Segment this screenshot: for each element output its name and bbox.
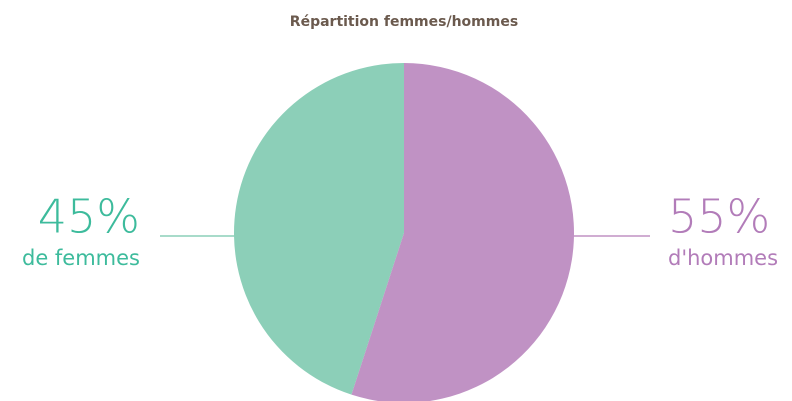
category-label: de femmes xyxy=(22,246,140,270)
pie-slice xyxy=(351,63,574,401)
category-label: d'hommes xyxy=(668,246,778,270)
chart-title: Répartition femmes/hommes xyxy=(290,14,518,30)
value-label: 55% xyxy=(668,190,770,244)
value-label: 45% xyxy=(38,190,140,244)
pie-slice xyxy=(234,63,404,395)
